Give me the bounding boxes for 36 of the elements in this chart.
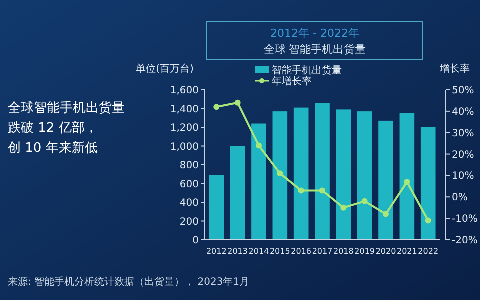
chart-title: 2012年 - 2022年 (270, 27, 360, 40)
x-tick-label: 2013 (228, 247, 248, 256)
y2-tick-label: 0% (452, 192, 468, 204)
y-tick-label: 400 (180, 198, 199, 209)
legend-label: 年增长率 (272, 76, 312, 88)
x-tick-label: 2021 (397, 247, 418, 256)
y-tick-label: 800 (180, 160, 199, 172)
y-tick-label: 0 (192, 236, 199, 246)
y-tick-label: 1,200 (170, 123, 199, 134)
source-note: 来源: 智能手机分析统计数据（出货量）， 2023年1月 (8, 276, 250, 288)
chart-subtitle: 全球 智能手机出货量 (264, 43, 366, 56)
y2-tick-label: -20% (452, 236, 478, 246)
x-tick-label: 2016 (291, 247, 312, 256)
text: 全球智能手机出货量跌破 12 亿部，创 10 年来新低 (8, 101, 125, 156)
x-tick-label: 2018 (333, 247, 354, 256)
y-tick-label: 600 (180, 179, 199, 190)
legend-label: 智能手机出货量 (272, 64, 342, 76)
x-tick-label: 2012 (206, 247, 227, 256)
y-tick-label: 1,600 (170, 86, 199, 96)
x-tick-label: 2015 (270, 247, 290, 256)
y2-tick-label: 30% (452, 128, 474, 140)
y-axis-title: 单位(百万台) (136, 63, 194, 75)
y2-tick-label: 40% (452, 106, 474, 118)
x-tick-label: 2022 (418, 247, 439, 256)
y2-tick-label: 20% (452, 150, 474, 161)
x-tick-label: 2014 (248, 247, 270, 256)
y-tick-label: 200 (180, 216, 199, 228)
y2-tick-label: -10% (452, 214, 478, 226)
y2-tick-label: 10% (452, 171, 474, 182)
y-tick-label: 1,000 (170, 142, 199, 153)
x-tick-label: 2017 (312, 247, 333, 256)
x-tick-label: 2019 (354, 247, 376, 256)
y2-axis-title: 增长率 (439, 63, 470, 75)
x-tick-label: 2020 (376, 247, 396, 256)
y2-tick-label: 50% (452, 86, 474, 96)
y-tick-label: 1,400 (170, 104, 199, 116)
